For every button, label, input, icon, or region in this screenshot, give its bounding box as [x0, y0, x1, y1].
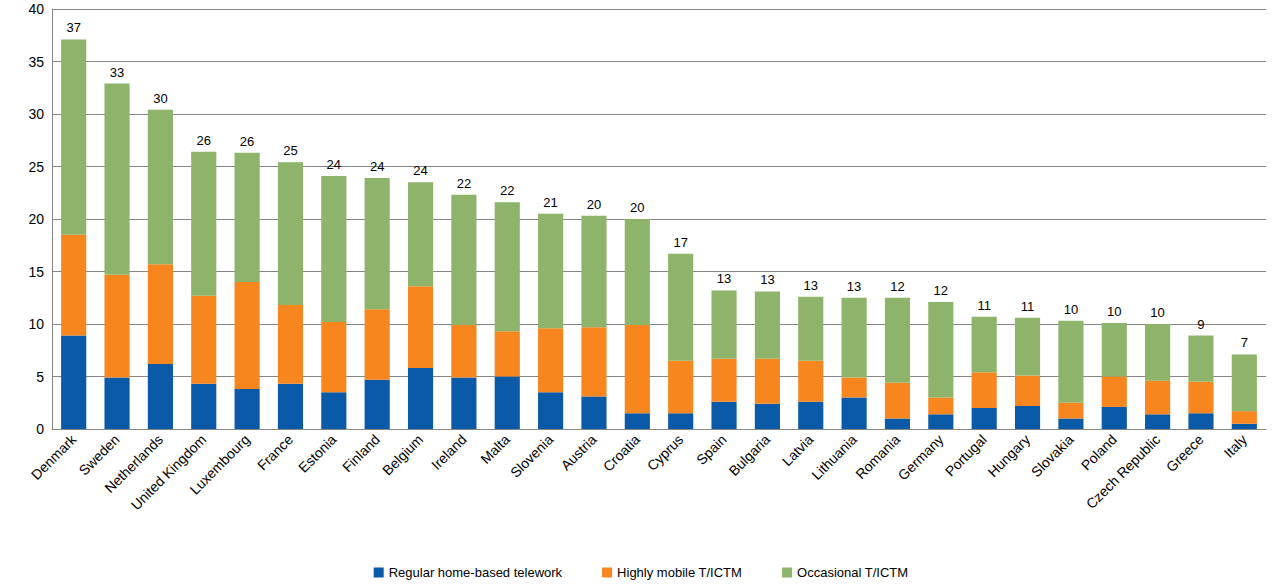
svg-text:17: 17 [673, 235, 687, 250]
svg-text:Cyprus: Cyprus [644, 431, 687, 474]
svg-text:Bulgaria: Bulgaria [725, 431, 773, 479]
svg-text:13: 13 [804, 278, 818, 293]
svg-text:10: 10 [1150, 305, 1164, 320]
svg-text:30: 30 [153, 91, 167, 106]
svg-text:40: 40 [28, 1, 44, 17]
svg-text:France: France [254, 431, 296, 473]
svg-text:Sweden: Sweden [75, 431, 123, 479]
svg-text:Finland: Finland [339, 431, 383, 475]
svg-text:12: 12 [934, 283, 948, 298]
svg-text:24: 24 [413, 163, 427, 178]
svg-text:Highly mobile T/ICTM: Highly mobile T/ICTM [617, 565, 742, 580]
svg-text:30: 30 [28, 106, 44, 122]
svg-text:20: 20 [587, 197, 601, 212]
svg-text:Malta: Malta [477, 431, 513, 467]
svg-text:21: 21 [543, 195, 557, 210]
svg-text:Croatia: Croatia [600, 431, 643, 474]
svg-text:Spain: Spain [693, 431, 730, 468]
svg-text:35: 35 [28, 54, 44, 70]
svg-text:Lithuania: Lithuania [808, 431, 860, 483]
svg-text:24: 24 [327, 157, 341, 172]
svg-text:Portugal: Portugal [942, 431, 990, 479]
svg-text:25: 25 [283, 143, 297, 158]
svg-text:20: 20 [28, 211, 44, 227]
svg-text:Netherlands: Netherlands [101, 431, 166, 496]
svg-text:Luxembourg: Luxembourg [186, 431, 252, 497]
svg-text:11: 11 [1021, 299, 1035, 314]
svg-text:Poland: Poland [1078, 431, 1120, 473]
svg-text:7: 7 [1241, 335, 1248, 350]
svg-text:Italy: Italy [1221, 431, 1250, 460]
svg-text:10: 10 [1107, 304, 1121, 319]
svg-text:9: 9 [1197, 317, 1204, 332]
svg-text:Romania: Romania [852, 431, 903, 482]
svg-text:Occasional T/ICTM: Occasional T/ICTM [797, 565, 908, 580]
svg-text:22: 22 [500, 183, 514, 198]
svg-text:0: 0 [36, 421, 44, 437]
svg-text:22: 22 [457, 176, 471, 191]
svg-text:12: 12 [890, 279, 904, 294]
svg-text:26: 26 [197, 133, 211, 148]
svg-text:24: 24 [370, 159, 384, 174]
svg-text:13: 13 [847, 279, 861, 294]
svg-text:20: 20 [630, 200, 644, 215]
svg-text:11: 11 [977, 298, 991, 313]
svg-text:13: 13 [717, 271, 731, 286]
svg-text:Ireland: Ireland [428, 431, 470, 473]
svg-text:United Kingdom: United Kingdom [128, 431, 210, 513]
svg-text:Slovenia: Slovenia [507, 431, 556, 480]
svg-text:Estonia: Estonia [295, 431, 339, 475]
svg-text:37: 37 [66, 20, 80, 35]
svg-text:Germany: Germany [894, 431, 946, 483]
svg-text:Regular home-based telework: Regular home-based telework [389, 565, 563, 580]
svg-text:10: 10 [28, 316, 44, 332]
svg-text:Austria: Austria [558, 431, 600, 473]
svg-text:25: 25 [28, 159, 44, 175]
svg-text:33: 33 [110, 65, 124, 80]
svg-text:Denmark: Denmark [28, 431, 80, 483]
svg-text:26: 26 [240, 134, 254, 149]
svg-text:15: 15 [28, 264, 44, 280]
svg-text:Slovakia: Slovakia [1028, 431, 1077, 480]
svg-text:Czech Republic: Czech Republic [1083, 431, 1164, 512]
svg-text:Greece: Greece [1163, 431, 1207, 475]
svg-text:10: 10 [1064, 302, 1078, 317]
svg-text:Belgium: Belgium [379, 431, 426, 478]
svg-text:5: 5 [36, 369, 44, 385]
svg-text:13: 13 [760, 272, 774, 287]
svg-text:Hungary: Hungary [985, 431, 1034, 480]
svg-text:Latvia: Latvia [779, 431, 817, 469]
